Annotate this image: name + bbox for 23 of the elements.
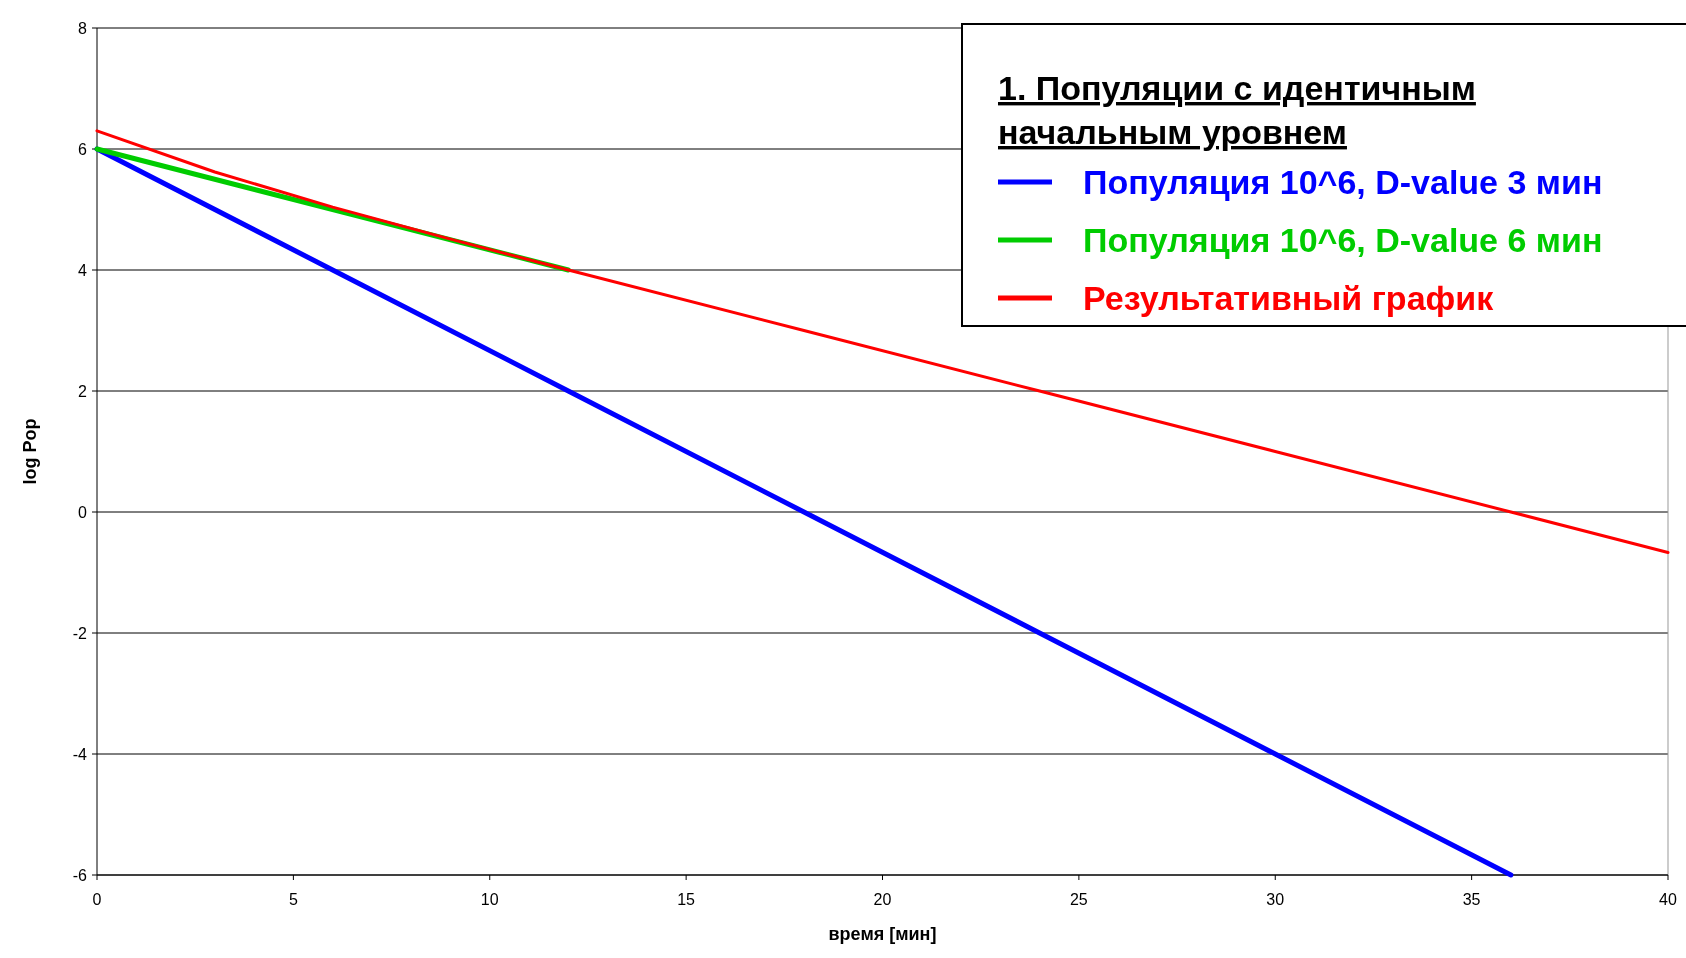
- x-tick-label: 20: [873, 891, 892, 908]
- y-tick-label: -2: [72, 624, 88, 642]
- y-tick-label: 6: [78, 140, 88, 158]
- y-tick-label: 8: [78, 19, 88, 37]
- legend-label: Популяция 10^6, D-value 6 мин: [1083, 220, 1603, 259]
- y-tick-label: -4: [72, 745, 88, 763]
- x-tick-label: 0: [92, 891, 102, 908]
- x-tick-label: 5: [288, 891, 298, 908]
- x-tick-label: 35: [1462, 891, 1481, 908]
- x-tick-label: 40: [1659, 891, 1677, 908]
- x-tick-label: 15: [677, 891, 696, 908]
- y-tick-label: -6: [72, 866, 88, 884]
- y-axis-title: log Pop: [20, 418, 40, 485]
- legend-label: Популяция 10^6, D-value 3 мин: [1083, 162, 1603, 201]
- x-tick-label: 30: [1266, 891, 1285, 908]
- x-axis-title: время [мин]: [828, 924, 937, 944]
- legend-label: Результативный график: [1083, 278, 1495, 317]
- x-tick-label: 25: [1069, 891, 1088, 908]
- x-tick-label: 10: [480, 891, 499, 908]
- legend-title: 1. Популяции с идентичным начальным уровнем: [998, 69, 1476, 151]
- y-tick-label: 0: [78, 503, 88, 521]
- y-tick-label: 2: [78, 382, 88, 400]
- y-tick-label: 4: [78, 261, 88, 279]
